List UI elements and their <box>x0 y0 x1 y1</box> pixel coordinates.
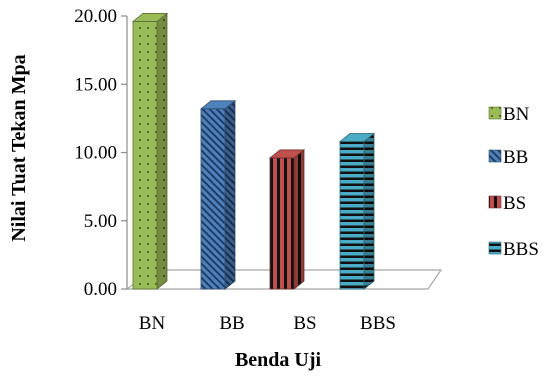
bar-side-shade <box>157 13 167 290</box>
bar-front-face <box>269 157 295 290</box>
legend-item-bs: BS <box>488 193 526 214</box>
y-tick-label: 20.00 <box>74 6 117 27</box>
legend-item-bn: BN <box>488 104 530 125</box>
legend: BN BB BS BBS <box>488 104 539 260</box>
bar-side-shade <box>294 149 304 289</box>
legend-label: BS <box>503 193 526 214</box>
y-tick-label: 10.00 <box>74 143 117 164</box>
y-axis-title: Nilai Tuat Tekan Mpa <box>8 54 30 241</box>
bar-top-face <box>131 13 169 22</box>
y-axis: 0.00 5.00 10.00 15.00 20.00 <box>74 6 128 300</box>
legend-swatch <box>488 149 502 163</box>
x-tick-labels: BN BB BS BBS <box>139 313 396 334</box>
legend-label: BB <box>503 147 528 168</box>
y-tick-label: 5.00 <box>84 211 117 232</box>
bar-front-face <box>339 141 365 290</box>
bar-bs <box>268 149 306 290</box>
x-tick-label: BS <box>293 313 316 334</box>
bar-bb <box>199 99 237 290</box>
bar-bn <box>131 12 169 290</box>
bar-side-shade <box>364 133 374 289</box>
bar-top-face <box>338 133 376 142</box>
y-tick-label: 15.00 <box>74 74 117 95</box>
x-axis-title: Benda Uji <box>235 349 322 371</box>
legend-swatch <box>488 106 502 120</box>
legend-label: BBS <box>503 239 539 260</box>
x-tick-label: BN <box>139 313 166 334</box>
legend-label: BN <box>503 104 530 125</box>
bar-front-face <box>132 21 158 290</box>
legend-item-bb: BB <box>488 147 528 168</box>
legend-swatch <box>488 195 502 209</box>
legend-swatch <box>488 241 502 255</box>
legend-item-bbs: BBS <box>488 239 539 260</box>
bar-bbs <box>338 132 376 290</box>
bar-top-face <box>268 149 306 159</box>
y-tick-label: 0.00 <box>84 279 117 300</box>
bar-top-face <box>199 100 237 110</box>
x-tick-label: BBS <box>360 313 396 334</box>
bar-front-face <box>200 108 226 290</box>
bar-side-shade <box>225 100 235 289</box>
bar-series <box>131 12 376 290</box>
x-tick-label: BB <box>219 313 244 334</box>
